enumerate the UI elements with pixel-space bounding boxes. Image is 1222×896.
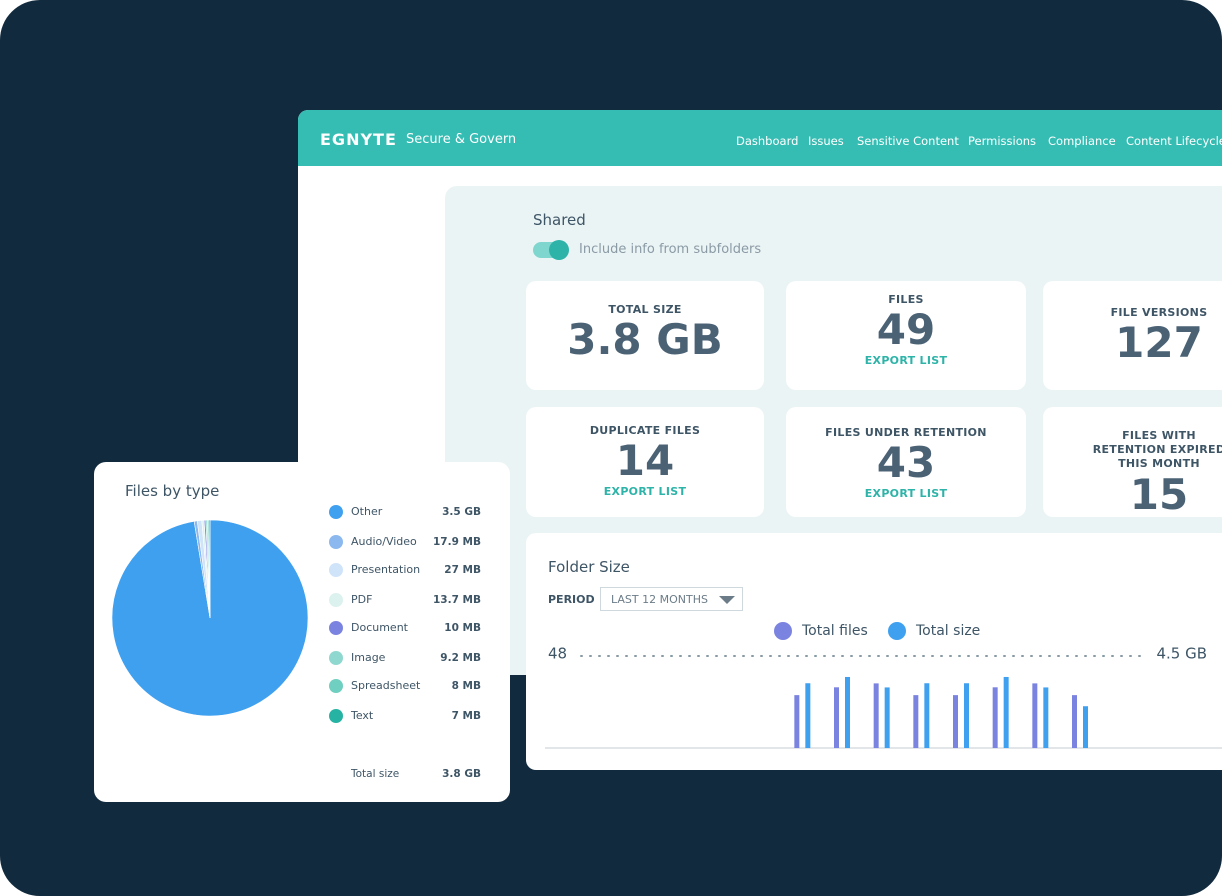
legend-dot <box>329 535 343 549</box>
bar-chart: 48 4.5 GB Total files Total size <box>545 622 1222 749</box>
nav-link[interactable]: Dashboard <box>736 134 799 148</box>
legend-label: Other <box>351 505 383 518</box>
bar <box>1072 695 1077 748</box>
panel-title: Shared <box>533 211 586 229</box>
toggle-label: Include info from subfolders <box>579 242 762 257</box>
nav-link[interactable]: Compliance <box>1048 134 1116 148</box>
bar <box>924 683 930 748</box>
legend-value: 13.7 MB <box>433 594 481 606</box>
legend-dot <box>329 709 343 723</box>
legend-dot <box>329 505 343 519</box>
bar <box>805 683 811 748</box>
stat-card: FILES 49 EXPORT LIST <box>786 281 1026 390</box>
stat-label: FILE VERSIONS <box>1110 306 1208 319</box>
y-tick-label: 48 <box>548 645 567 663</box>
nav-link[interactable]: Issues <box>808 134 844 148</box>
total-value: 3.8 GB <box>442 768 481 780</box>
legend-label: Document <box>351 621 409 634</box>
nav-link[interactable]: Sensitive Content <box>857 134 959 148</box>
files-by-type-card: Files by type Other 3.5 GB Audio/Video 17.9… <box>94 462 510 802</box>
legend-value: 17.9 MB <box>433 536 481 548</box>
bar <box>913 695 919 748</box>
chart-title: Folder Size <box>548 558 630 576</box>
legend-value: 7 MB <box>452 710 481 722</box>
stat-value: 14 <box>615 436 675 485</box>
chart-title: Files by type <box>125 482 220 500</box>
stat-card: FILES WITH RETENTION EXPIRED THIS MONTH 1… <box>1043 407 1222 519</box>
bar <box>873 683 879 748</box>
legend-label: Presentation <box>351 563 420 576</box>
bar <box>884 687 890 748</box>
stat-value: 43 <box>876 438 936 487</box>
bar <box>794 695 800 748</box>
stat-label: FILES UNDER RETENTION <box>825 426 987 439</box>
legend-dot <box>329 679 343 693</box>
nav-link[interactable]: Content Lifecycle <box>1126 134 1222 148</box>
legend-value: 8 MB <box>452 680 481 692</box>
stat-label: DUPLICATE FILES <box>589 424 701 437</box>
stat-label: FILES <box>888 293 924 306</box>
nav-link[interactable]: Permissions <box>968 134 1037 148</box>
legend-value: 9.2 MB <box>440 652 481 664</box>
stat-card: TOTAL SIZE 3.8 GB <box>526 281 764 390</box>
folder-size-card: Folder Size PERIOD LAST 12 MONTHS 48 4.5 … <box>526 533 1222 770</box>
period-label: PERIOD <box>548 593 595 606</box>
legend-label: Text <box>350 709 374 722</box>
legend-label: Total files <box>801 623 868 639</box>
stat-value: 15 <box>1129 470 1189 519</box>
legend-label: Spreadsheet <box>351 679 421 692</box>
legend-label: Audio/Video <box>351 535 417 548</box>
legend-label: Image <box>351 651 386 664</box>
dropdown-arrow <box>719 596 735 604</box>
legend-dot <box>329 563 343 577</box>
stat-card: FILE VERSIONS 127 <box>1043 281 1222 390</box>
header: EGNYTE Secure & Govern Dashboard Issues … <box>298 110 1222 166</box>
bar <box>1043 687 1049 748</box>
stat-value: 127 <box>1115 318 1203 367</box>
export-link[interactable]: EXPORT LIST <box>864 354 948 367</box>
total-label: Total size <box>350 768 399 780</box>
stat-label: TOTAL SIZE <box>608 303 682 316</box>
stat-card: DUPLICATE FILES 14 EXPORT LIST <box>526 407 764 517</box>
bar <box>992 687 998 748</box>
y2-tick-label: 4.5 GB <box>1156 645 1207 663</box>
bar <box>964 683 969 748</box>
bar <box>834 687 839 748</box>
legend-label: Total size <box>915 623 980 639</box>
export-link[interactable]: EXPORT LIST <box>603 485 687 498</box>
product-name: Secure & Govern <box>406 132 517 147</box>
stat-card: FILES UNDER RETENTION 43 EXPORT LIST <box>786 407 1026 517</box>
bar <box>1003 676 1009 748</box>
legend-value: 27 MB <box>444 564 481 576</box>
legend-dot <box>888 622 906 640</box>
pie-slice <box>208 519 211 619</box>
legend-value: 10 MB <box>444 622 481 634</box>
toggle-knob <box>549 240 569 260</box>
stat-value: 3.8 GB <box>567 315 723 364</box>
stat-label: FILES WITH RETENTION EXPIRED THIS MONTH <box>1092 429 1222 470</box>
pie-slice <box>111 519 309 717</box>
export-link[interactable]: EXPORT LIST <box>864 487 948 500</box>
legend-dot <box>329 651 343 665</box>
legend-dot <box>329 593 343 607</box>
period-value: LAST 12 MONTHS <box>611 593 708 606</box>
bar <box>953 695 958 748</box>
bar <box>1083 706 1088 748</box>
legend-value: 3.5 GB <box>442 506 481 518</box>
legend-dot <box>774 622 792 640</box>
pie-chart: Other 3.5 GB Audio/Video 17.9 MB Presentatio… <box>111 505 481 780</box>
logo: EGNYTE <box>320 130 397 149</box>
legend-label: PDF <box>351 593 372 606</box>
bar <box>845 676 850 748</box>
bar <box>1032 683 1038 748</box>
period-select[interactable]: LAST 12 MONTHS <box>600 587 743 611</box>
toggle[interactable] <box>533 240 569 260</box>
stat-value: 49 <box>876 305 936 354</box>
legend-dot <box>329 621 343 635</box>
